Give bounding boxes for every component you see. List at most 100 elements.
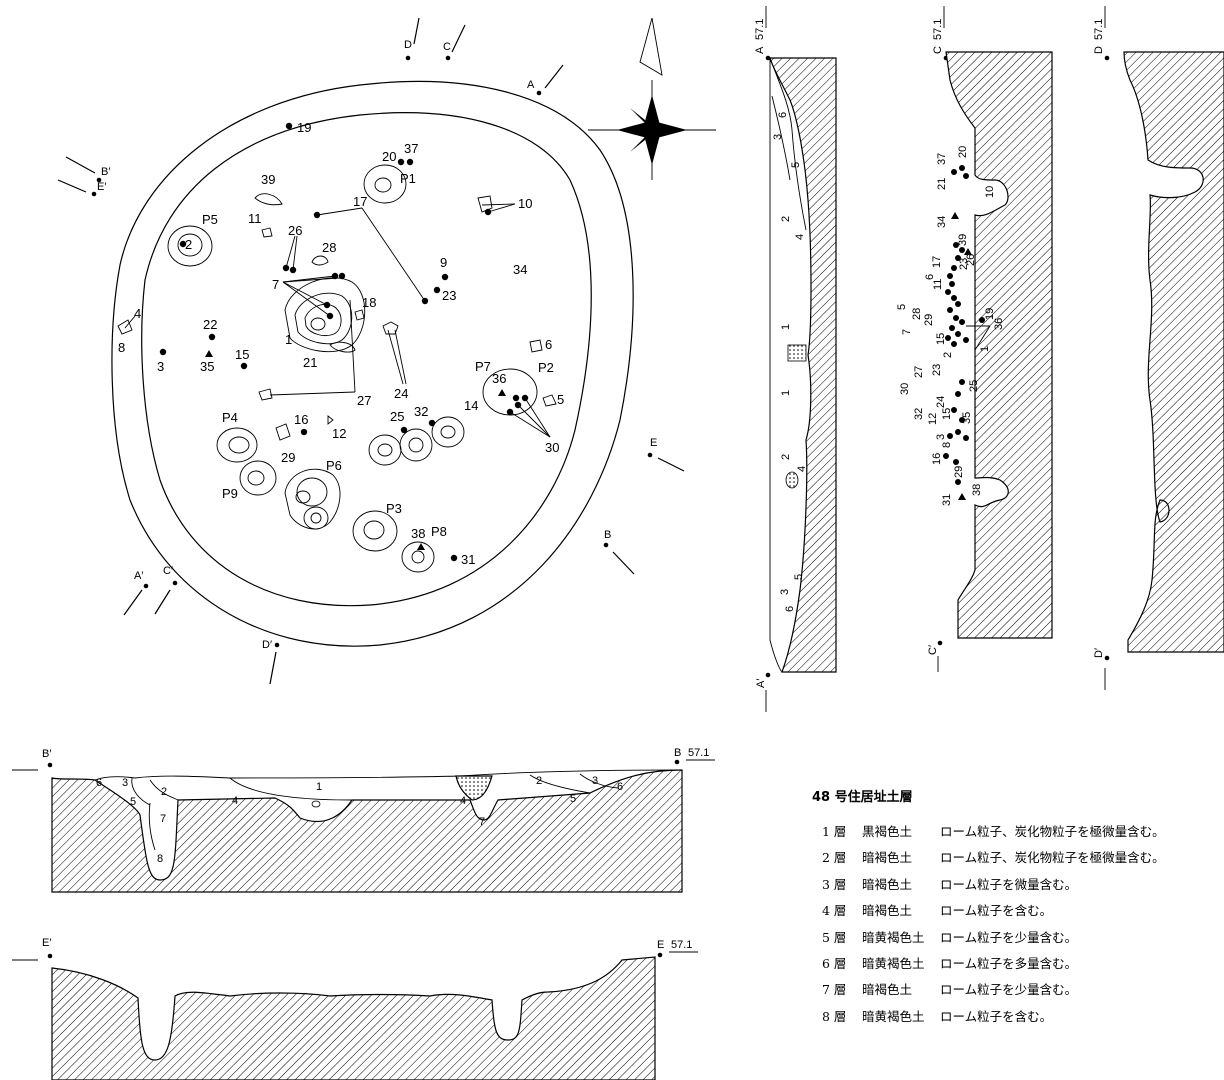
svg-text:31: 31	[461, 552, 475, 567]
svg-text:21: 21	[303, 355, 317, 370]
svg-text:A′: A′	[134, 570, 143, 582]
legend-title: 48 号住居址土層	[812, 790, 913, 805]
section-d: D 57.1 D′	[1093, 6, 1224, 690]
svg-text:A: A	[754, 46, 766, 54]
pit-p1: P1	[363, 164, 416, 204]
svg-text:31: 31	[941, 494, 953, 506]
layer-number: 4 層	[822, 903, 847, 919]
svg-text:23: 23	[442, 288, 456, 303]
layer-soil-type: 暗黄褐色土	[862, 929, 925, 945]
layer-description: ローム粒子、炭化物粒子を極微量含む。	[940, 824, 1165, 839]
layer-number: 3 層	[822, 876, 847, 892]
svg-text:32: 32	[913, 408, 925, 420]
svg-text:1: 1	[780, 324, 792, 330]
svg-text:2: 2	[161, 786, 167, 798]
svg-text:B: B	[674, 747, 681, 759]
layer-soil-type: 暗黄褐色土	[862, 1008, 925, 1024]
artifact-29	[382, 321, 399, 335]
svg-text:25: 25	[968, 380, 980, 392]
svg-text:8: 8	[118, 340, 125, 355]
svg-text:29: 29	[953, 466, 965, 478]
layer-soil-type: 暗褐色土	[862, 982, 913, 998]
artifact-6	[529, 339, 543, 353]
svg-text:10: 10	[984, 186, 996, 198]
pit-label: P8	[431, 524, 447, 539]
svg-text:6: 6	[924, 274, 936, 280]
svg-text:11: 11	[248, 211, 262, 226]
plan-view: P1 P5 P7 P2 P4 P9 P6	[57, 17, 716, 685]
svg-text:3: 3	[772, 134, 784, 140]
svg-text:4: 4	[460, 795, 466, 807]
svg-text:A: A	[527, 79, 535, 91]
pit-p4: P4	[216, 410, 258, 463]
layer-description: ローム粒子を多量含む。	[940, 955, 1078, 971]
svg-text:17: 17	[931, 256, 943, 268]
layer-description: ローム粒子を少量含む。	[940, 982, 1078, 998]
find-labels: 19 20 37 39 17 10 11 26 2 28 9 34 7 23 1…	[118, 120, 564, 567]
artifact-11	[261, 227, 273, 238]
layer-number: 7 層	[822, 982, 847, 998]
svg-text:15: 15	[235, 347, 249, 362]
svg-text:57.1: 57.1	[1093, 19, 1105, 40]
artifact-10	[477, 195, 493, 213]
layer-number: 8 層	[822, 1008, 847, 1024]
svg-text:12: 12	[332, 426, 346, 441]
hearth	[284, 277, 366, 353]
svg-text:20: 20	[382, 149, 396, 164]
svg-text:32: 32	[414, 404, 428, 419]
svg-text:39: 39	[957, 234, 969, 246]
svg-text:3: 3	[122, 777, 128, 789]
pit-p5: P5	[167, 212, 218, 267]
section-e: E′ E 57.1	[12, 937, 698, 1080]
svg-text:E: E	[650, 437, 657, 449]
pit-p8: P8	[401, 524, 447, 573]
pit-label: P9	[222, 486, 238, 501]
svg-text:E′: E′	[97, 181, 106, 193]
svg-text:6: 6	[784, 606, 796, 612]
legend-row: 4 層暗褐色土 ローム粒子を含む。	[812, 898, 1222, 924]
svg-text:6: 6	[545, 337, 552, 352]
svg-text:D: D	[1093, 46, 1105, 54]
artifact-4	[117, 319, 133, 335]
layer-number: 1 層	[822, 824, 847, 839]
svg-text:25: 25	[390, 409, 404, 424]
pit-label: P5	[202, 212, 218, 227]
svg-text:D′: D′	[1093, 648, 1105, 658]
svg-text:1: 1	[979, 346, 991, 352]
svg-text:2: 2	[536, 775, 542, 787]
svg-text:57.1: 57.1	[688, 747, 709, 759]
legend-row: 7 層暗褐色土 ローム粒子を少量含む。	[812, 977, 1222, 1003]
legend-row: 3 層暗褐色土 ローム粒子を微量含む。	[812, 872, 1222, 898]
layer-soil-type: 黒褐色土	[862, 824, 913, 839]
pit-label: P6	[326, 458, 342, 473]
svg-text:36: 36	[993, 318, 1005, 330]
legend-rows: 1 層黒褐色土 ローム粒子、炭化物粒子を極微量含む。 2 層暗褐色土 ローム粒子、炭化…	[812, 819, 1222, 1030]
pit-p2: P2	[538, 360, 554, 375]
svg-text:27: 27	[357, 393, 371, 408]
svg-text:57.1: 57.1	[932, 19, 944, 40]
artifact-18	[275, 423, 291, 441]
svg-text:5: 5	[790, 162, 802, 168]
legend-row: 6 層暗黄褐色土 ローム粒子を多量含む。	[812, 951, 1222, 977]
pit-label: P7	[475, 359, 491, 374]
svg-text:26: 26	[288, 223, 302, 238]
svg-text:D′: D′	[262, 639, 272, 651]
svg-text:4: 4	[796, 466, 808, 472]
svg-text:19: 19	[297, 120, 311, 135]
section-c: C 57.1 C′ 37 20 21 10	[896, 6, 1053, 672]
svg-text:23: 23	[958, 258, 970, 270]
layer-description: ローム粒子、炭化物粒子を極微量含む。	[940, 850, 1165, 866]
legend-row: 5 層暗黄褐色土 ローム粒子を少量含む。	[812, 925, 1222, 951]
svg-text:15: 15	[935, 333, 947, 345]
leader-lines	[124, 203, 551, 438]
layer-soil-type: 暗褐色土	[862, 903, 913, 919]
svg-text:1: 1	[316, 781, 322, 793]
svg-text:34: 34	[936, 216, 948, 228]
svg-text:3: 3	[592, 775, 598, 787]
section-c-finds	[943, 165, 985, 500]
pit-label: P3	[386, 501, 402, 516]
svg-text:7: 7	[901, 329, 913, 335]
svg-text:16: 16	[294, 412, 308, 427]
svg-text:29: 29	[281, 450, 295, 465]
svg-text:4: 4	[232, 795, 238, 807]
